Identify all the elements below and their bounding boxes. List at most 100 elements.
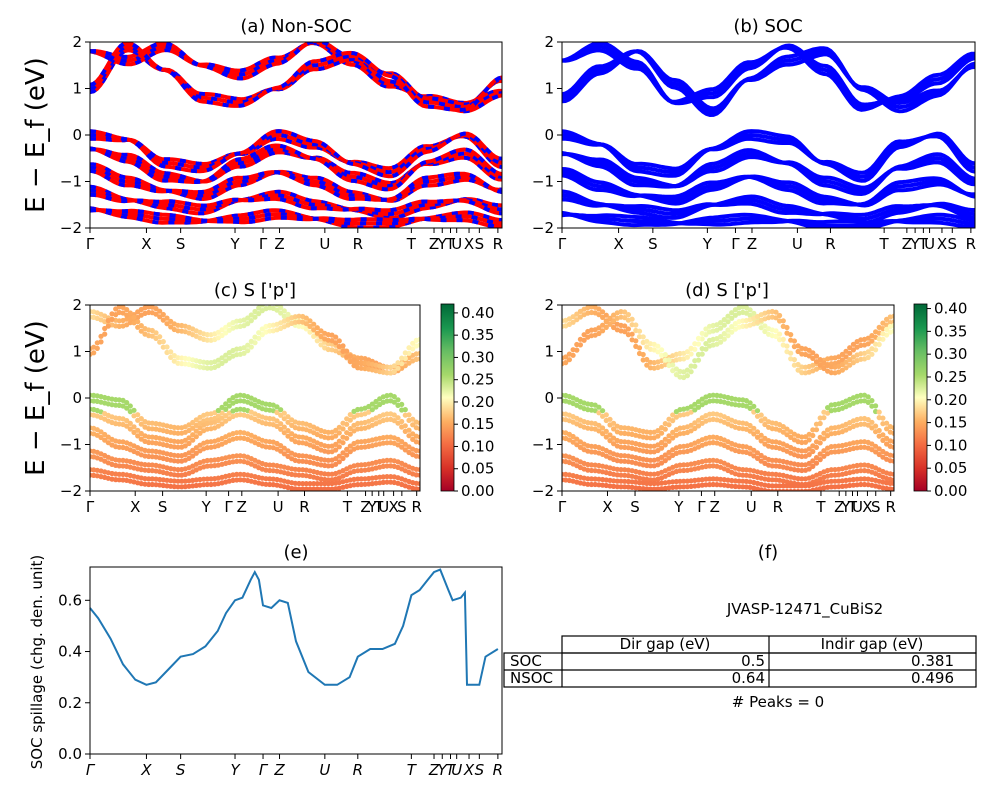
scatter-point	[629, 316, 635, 322]
scatter-point	[303, 481, 309, 487]
scatter-point	[780, 483, 786, 489]
scatter-point	[799, 467, 805, 474]
scatter-point	[153, 311, 159, 317]
scatter-point	[880, 415, 886, 421]
ytick-label: 0	[544, 126, 554, 144]
scatter-point	[688, 404, 694, 410]
scatter-point	[175, 472, 181, 478]
scatter-point	[406, 345, 412, 351]
scatter-point	[384, 417, 390, 423]
scatter-point	[873, 329, 879, 335]
xtick-label: S	[475, 761, 485, 779]
scatter-point	[821, 409, 827, 415]
scatter-point	[175, 430, 181, 436]
scatter-point	[625, 312, 632, 318]
scatter-point	[729, 310, 735, 316]
scatter-point	[94, 340, 100, 346]
scatter-point	[799, 462, 805, 468]
band-line-dash	[90, 207, 502, 226]
scatter-point	[677, 478, 683, 484]
scatter-point	[142, 481, 148, 487]
scatter-point	[817, 451, 823, 457]
scatter-point	[127, 420, 133, 426]
scatter-point	[758, 432, 764, 438]
scatter-point	[880, 432, 886, 438]
band-line-dash	[90, 208, 502, 228]
scatter-point	[296, 440, 302, 446]
scatter-point	[806, 466, 812, 472]
panel-b-yticks: −2 −1 0 1 2	[532, 33, 562, 237]
ytick-label: 2	[72, 296, 82, 314]
scatter-point	[325, 457, 331, 463]
scatter-point	[622, 323, 628, 329]
scatter-point	[758, 412, 764, 418]
scatter-point	[215, 335, 221, 341]
scatter-point	[585, 481, 591, 487]
scatter-point	[873, 403, 879, 409]
scatter-point	[736, 397, 742, 403]
scatter-point	[699, 330, 705, 336]
scatter-point	[622, 309, 628, 315]
scatter-point	[607, 432, 613, 438]
scatter-point	[802, 439, 809, 445]
xtick-label: Y	[438, 761, 449, 779]
scatter-point	[296, 467, 302, 473]
band-line	[90, 134, 502, 171]
scatter-point	[193, 428, 199, 434]
scatter-point	[219, 355, 225, 361]
scatter-point	[721, 331, 727, 337]
scatter-point	[252, 308, 258, 315]
xtick-label: R	[825, 235, 835, 253]
scatter-point	[736, 484, 742, 490]
xtick-label: S	[648, 235, 658, 253]
scatter-point	[219, 421, 225, 427]
scatter-point	[766, 471, 772, 477]
scatter-point	[762, 328, 768, 335]
ytick-label: 2	[72, 33, 82, 51]
scatter-point	[633, 322, 639, 328]
scatter-point	[747, 307, 753, 313]
scatter-point	[574, 436, 580, 442]
scatter-point	[655, 442, 661, 448]
scatter-point	[659, 445, 665, 451]
scatter-point	[292, 472, 298, 478]
band-line	[562, 134, 975, 175]
scatter-point	[891, 471, 894, 477]
xtick-label: Z	[273, 761, 285, 779]
scatter-point	[574, 311, 580, 317]
scatter-point	[887, 480, 893, 486]
scatter-point	[98, 333, 104, 339]
band-line-dash	[90, 192, 502, 216]
scatter-point	[873, 443, 879, 449]
scatter-point	[795, 367, 801, 373]
scatter-point	[695, 335, 702, 341]
scatter-point	[142, 467, 148, 473]
scatter-point	[417, 420, 420, 426]
scatter-point	[223, 330, 229, 336]
xtick-label: X	[140, 761, 152, 779]
scatter-point	[219, 332, 225, 339]
scatter-point	[777, 337, 783, 343]
scatter-point	[754, 455, 761, 461]
ytick-label: −2	[532, 482, 554, 500]
scatter-point	[799, 364, 805, 370]
panel-d-colorbar	[913, 303, 928, 492]
scatter-point	[274, 404, 280, 410]
xtick-label: U	[792, 235, 803, 253]
scatter-point	[160, 339, 166, 345]
scatter-point	[791, 488, 797, 491]
scatter-point	[729, 324, 735, 330]
scatter-point	[237, 477, 243, 483]
scatter-point	[614, 478, 620, 484]
scatter-point	[175, 444, 181, 450]
scatter-point	[647, 463, 654, 469]
scatter-point	[208, 476, 214, 482]
scatter-point	[149, 454, 155, 460]
scatter-point	[825, 405, 831, 411]
scatter-point	[784, 324, 790, 331]
scatter-point	[168, 349, 174, 355]
scatter-point	[695, 399, 702, 405]
xtick-label: S	[630, 498, 640, 516]
